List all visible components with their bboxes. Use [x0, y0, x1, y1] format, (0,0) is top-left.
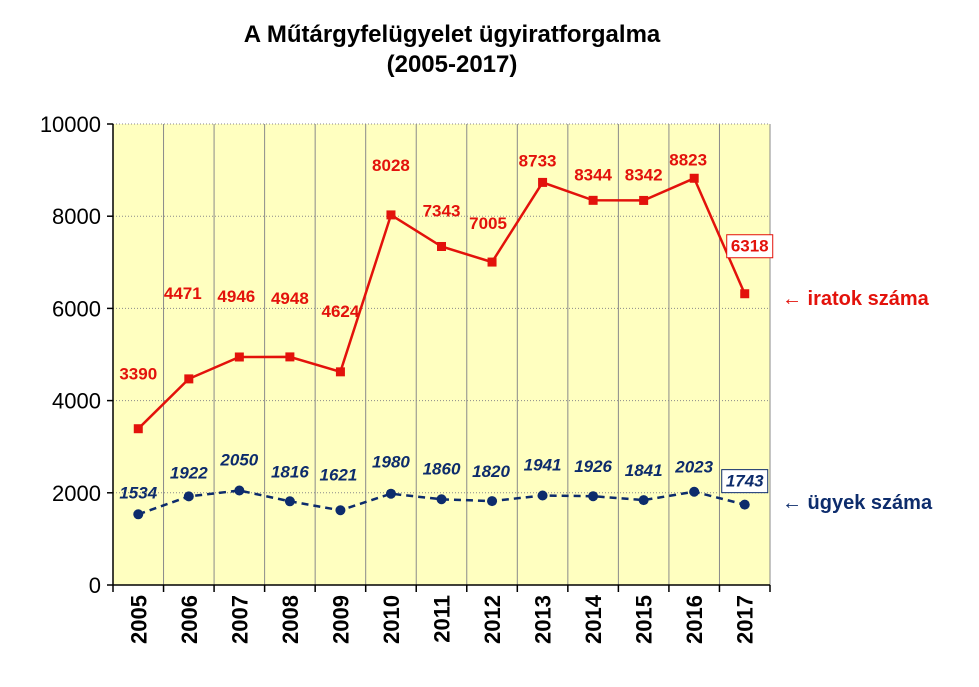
- series-0-point-2005: [133, 424, 143, 434]
- series-0-point-2010: [386, 210, 396, 220]
- series-0-point-2008: [285, 352, 295, 362]
- series-1-point-2006: [183, 491, 194, 502]
- series-0-data-label-2015: 8342: [625, 165, 663, 184]
- series-1-point-2017: [739, 499, 750, 510]
- series-0-point-2017: [740, 289, 750, 299]
- x-tick-label-2016: 2016: [682, 595, 707, 644]
- series-1-point-2008: [284, 496, 295, 507]
- x-tick-label-2005: 2005: [126, 595, 151, 644]
- series-1-point-2016: [689, 486, 700, 497]
- series-1-point-2007: [234, 485, 245, 496]
- series-1-point-2015: [638, 495, 649, 506]
- series-0-data-label-2010: 8028: [372, 156, 410, 175]
- x-tick-label-2014: 2014: [581, 594, 606, 644]
- series-0-last-label-box: [726, 234, 774, 259]
- chart-title-line2: (2005-2017): [386, 51, 518, 78]
- x-tick-label-2015: 2015: [632, 595, 657, 644]
- series-0-data-label-2012: 7005: [469, 214, 507, 233]
- x-tick-label-2006: 2006: [177, 595, 202, 644]
- series-1-point-2014: [588, 491, 599, 502]
- series-1-data-label-2013: 1941: [524, 456, 562, 475]
- chart-title: A Műtárgyfelügyelet ügyiratforgalma (200…: [0, 20, 904, 80]
- series-0-data-label-2006: 4471: [164, 284, 202, 303]
- y-tick-label-2: 4000: [52, 389, 101, 414]
- series-0-data-label-2013: 8733: [519, 151, 557, 170]
- plot-area: [113, 124, 770, 585]
- series-0-point-2015: [639, 195, 649, 205]
- series-0-point-2012: [487, 257, 497, 267]
- series-1-data-label-2014: 1926: [574, 457, 612, 476]
- x-tick-label-2013: 2013: [531, 595, 556, 644]
- series-1-point-2011: [436, 494, 447, 505]
- series-1-side-label: ← ügyek száma: [782, 492, 933, 514]
- series-0-data-label-2009: 4624: [322, 302, 360, 321]
- series-0-point-2009: [335, 367, 345, 377]
- series-0-data-label-2016: 8823: [669, 150, 707, 169]
- x-tick-label-2008: 2008: [278, 595, 303, 644]
- y-tick-label-5: 10000: [40, 112, 101, 137]
- series-1-data-label-2017: 1743: [726, 472, 764, 491]
- y-tick-label-4: 8000: [52, 204, 101, 229]
- y-tick-label-0: 0: [89, 573, 101, 598]
- series-0-data-label-2007: 4946: [217, 287, 255, 306]
- series-0-point-2016: [689, 173, 699, 183]
- y-tick-label-1: 2000: [52, 481, 101, 506]
- series-0-data-label-2017: 6318: [731, 237, 769, 256]
- y-tick-label-3: 6000: [52, 296, 101, 321]
- series-1-point-2010: [385, 488, 396, 499]
- series-1-data-label-2010: 1980: [372, 453, 410, 472]
- chart-title-line1: A Műtárgyfelügyelet ügyiratforgalma: [243, 21, 661, 48]
- series-1-data-label-2009: 1621: [320, 465, 358, 484]
- series-1-data-label-2007: 2050: [219, 450, 258, 469]
- series-0-point-2007: [234, 352, 244, 362]
- series-1-data-label-2015: 1841: [625, 461, 663, 480]
- series-0-data-label-2011: 7343: [423, 201, 461, 220]
- series-1-last-label-box: [721, 469, 769, 494]
- x-tick-label-2010: 2010: [379, 595, 404, 644]
- series-1-data-label-2011: 1860: [423, 459, 461, 478]
- x-tick-label-2017: 2017: [733, 595, 758, 644]
- series-0-side-label: ← iratok száma: [782, 288, 930, 310]
- x-tick-label-2007: 2007: [227, 595, 252, 644]
- series-0-data-label-2005: 3390: [119, 365, 157, 384]
- series-1-data-label-2016: 2023: [674, 458, 713, 477]
- series-0-point-2006: [184, 374, 194, 384]
- series-0-point-2011: [437, 241, 446, 251]
- series-1-point-2009: [335, 505, 346, 516]
- series-1-data-label-2005: 1534: [119, 483, 157, 502]
- series-0-point-2013: [538, 177, 548, 187]
- x-tick-label-2012: 2012: [480, 595, 505, 644]
- series-1-point-2005: [133, 509, 144, 520]
- series-1-data-label-2012: 1820: [472, 462, 510, 481]
- x-tick-label-2011: 2011: [430, 595, 455, 643]
- series-0-data-label-2014: 8344: [574, 165, 612, 184]
- series-0-data-label-2008: 4948: [271, 289, 309, 308]
- x-tick-label-2009: 2009: [328, 595, 353, 644]
- series-1-data-label-2006: 1922: [170, 463, 208, 482]
- series-1-data-label-2008: 1816: [271, 462, 309, 481]
- series-1-point-2013: [537, 490, 548, 501]
- series-1-point-2012: [487, 496, 498, 507]
- series-0-point-2014: [588, 195, 598, 205]
